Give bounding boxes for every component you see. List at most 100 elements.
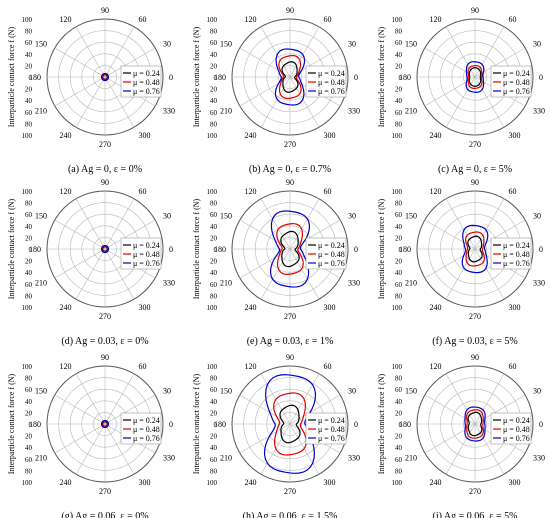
radial-tick-label: 20 xyxy=(395,258,403,266)
legend-label: μ = 0.24 xyxy=(503,241,530,250)
angle-tick-label: 330 xyxy=(163,454,175,463)
radial-tick-label: 60 xyxy=(25,456,33,464)
y-axis-label: Interparticle contact force f (N) xyxy=(192,26,201,127)
radial-tick-label: 0 xyxy=(214,421,218,429)
grid-spoke xyxy=(54,47,106,78)
radial-tick-label: 100 xyxy=(22,132,33,140)
polar-panel: 9060300330300270240210180150120100806040… xyxy=(192,353,360,518)
radial-tick-label: 40 xyxy=(395,51,403,59)
angle-tick-label: 150 xyxy=(405,40,417,49)
angle-tick-label: 30 xyxy=(348,40,356,49)
radial-tick-label: 100 xyxy=(392,363,403,371)
angle-tick-label: 240 xyxy=(245,131,257,140)
angle-tick-label: 210 xyxy=(220,279,232,288)
angle-tick-label: 90 xyxy=(471,178,479,187)
legend-label: μ = 0.24 xyxy=(503,416,530,425)
grid-spoke xyxy=(260,76,291,128)
radial-tick-label: 20 xyxy=(395,86,403,94)
angle-tick-label: 180 xyxy=(29,245,41,254)
angle-tick-label: 270 xyxy=(284,140,296,149)
radial-tick-label: 60 xyxy=(210,386,218,394)
radial-tick-label: 80 xyxy=(395,375,403,383)
radial-tick-label: 20 xyxy=(210,62,218,70)
grid-spoke xyxy=(474,26,505,78)
angle-tick-label: 300 xyxy=(509,303,521,312)
legend-label: μ = 0.48 xyxy=(503,78,530,87)
grid-spoke xyxy=(474,423,505,475)
radial-tick-label: 100 xyxy=(207,132,218,140)
radial-tick-label: 100 xyxy=(22,188,33,196)
radial-tick-label: 80 xyxy=(25,292,33,300)
grid-spoke xyxy=(54,76,106,107)
series-curve xyxy=(269,210,311,288)
angle-tick-label: 270 xyxy=(284,487,296,496)
radial-tick-label: 20 xyxy=(25,62,33,70)
radial-tick-label: 20 xyxy=(25,433,33,441)
angle-tick-label: 0 xyxy=(169,420,173,429)
angle-tick-label: 120 xyxy=(245,15,257,24)
angle-tick-label: 120 xyxy=(60,187,72,196)
radial-tick-label: 20 xyxy=(210,234,218,242)
radial-tick-label: 20 xyxy=(210,433,218,441)
legend-label: μ = 0.24 xyxy=(318,69,345,78)
radial-tick-label: 60 xyxy=(210,281,218,289)
series-curve xyxy=(468,67,482,87)
polar-panel: 9060300330300270240210180150120100806040… xyxy=(7,353,175,518)
series-curve xyxy=(100,244,110,254)
radial-tick-label: 60 xyxy=(25,39,33,47)
grid-spoke xyxy=(474,198,505,250)
grid-spoke xyxy=(445,76,476,128)
radial-tick-label: 60 xyxy=(210,39,218,47)
legend-label: μ = 0.48 xyxy=(133,250,160,259)
angle-tick-label: 0 xyxy=(539,420,543,429)
radial-tick-label: 60 xyxy=(210,211,218,219)
angle-tick-label: 60 xyxy=(509,362,517,371)
radial-tick-label: 100 xyxy=(392,304,403,312)
radial-tick-label: 20 xyxy=(395,433,403,441)
angle-tick-label: 60 xyxy=(139,362,147,371)
grid-spoke xyxy=(424,76,476,107)
legend-label: μ = 0.24 xyxy=(133,241,160,250)
radial-tick-label: 60 xyxy=(25,211,33,219)
angle-tick-label: 240 xyxy=(430,478,442,487)
radial-tick-label: 80 xyxy=(210,200,218,208)
angle-tick-label: 150 xyxy=(35,212,47,221)
angle-tick-label: 210 xyxy=(220,107,232,116)
radial-tick-label: 80 xyxy=(395,467,403,475)
grid-spoke xyxy=(445,26,476,78)
angle-tick-label: 300 xyxy=(139,478,151,487)
angle-tick-label: 150 xyxy=(220,212,232,221)
radial-tick-label: 40 xyxy=(395,223,403,231)
radial-tick-label: 40 xyxy=(25,223,33,231)
angle-tick-label: 120 xyxy=(430,362,442,371)
angle-tick-label: 330 xyxy=(348,454,360,463)
series-curve xyxy=(467,65,483,89)
radial-tick-label: 20 xyxy=(25,86,33,94)
radial-tick-label: 0 xyxy=(29,246,33,254)
angle-tick-label: 210 xyxy=(220,454,232,463)
angle-tick-label: 150 xyxy=(220,40,232,49)
angle-tick-label: 240 xyxy=(245,478,257,487)
angle-tick-label: 180 xyxy=(214,73,226,82)
angle-tick-label: 60 xyxy=(324,187,332,196)
radial-tick-label: 80 xyxy=(25,120,33,128)
angle-tick-label: 0 xyxy=(169,245,173,254)
radial-tick-label: 40 xyxy=(25,51,33,59)
radial-tick-label: 40 xyxy=(210,97,218,105)
radial-tick-label: 0 xyxy=(214,74,218,82)
angle-tick-label: 240 xyxy=(245,303,257,312)
angle-tick-label: 0 xyxy=(539,245,543,254)
angle-tick-label: 300 xyxy=(139,303,151,312)
legend-label: μ = 0.76 xyxy=(318,434,345,443)
grid-spoke xyxy=(424,47,476,78)
series-curve xyxy=(274,48,306,106)
grid-spoke xyxy=(289,26,320,78)
angle-tick-label: 60 xyxy=(324,362,332,371)
radial-tick-label: 0 xyxy=(399,74,403,82)
y-axis-label: Interparticle contact force f (N) xyxy=(7,373,16,474)
radial-tick-label: 40 xyxy=(25,97,33,105)
angle-tick-label: 180 xyxy=(214,420,226,429)
radial-tick-label: 0 xyxy=(29,421,33,429)
angle-tick-label: 270 xyxy=(284,312,296,321)
